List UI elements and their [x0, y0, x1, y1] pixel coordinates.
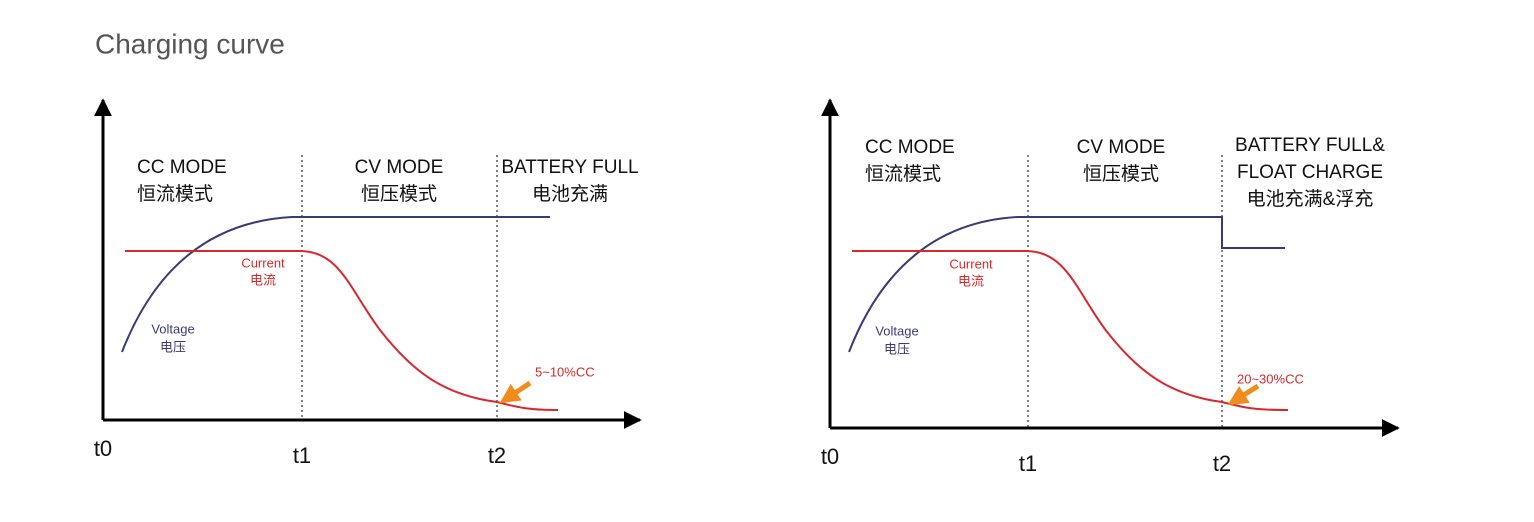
- annotation: 20~30%CC: [1237, 371, 1304, 386]
- current-curve: [125, 250, 559, 411]
- voltage-label: Voltage: [151, 321, 194, 336]
- page-title: Charging curve: [95, 28, 285, 59]
- mode-label: CC MODE: [137, 157, 227, 178]
- time-label: t0: [821, 444, 839, 469]
- time-label: t1: [1019, 451, 1037, 476]
- current-label: 电流: [958, 273, 984, 288]
- time-label: t2: [488, 443, 506, 468]
- voltage-label: Voltage: [875, 323, 918, 338]
- mode-label: 恒压模式: [1083, 163, 1159, 185]
- current-label: Current: [241, 255, 285, 270]
- current-curve: [852, 250, 1289, 411]
- mode-label: CC MODE: [865, 137, 955, 158]
- mode-label: 恒流模式: [865, 163, 941, 185]
- time-label: t2: [1213, 451, 1231, 476]
- current-label: Current: [949, 256, 993, 271]
- voltage-label: 电压: [160, 339, 186, 354]
- mode-label: 电池充满: [532, 183, 608, 205]
- mode-label: 电池充满&浮充: [1247, 188, 1374, 210]
- mode-label: 恒流模式: [137, 183, 213, 205]
- mode-label: CV MODE: [1077, 137, 1166, 158]
- mode-label: CV MODE: [355, 157, 444, 178]
- mode-label: 恒压模式: [361, 183, 437, 205]
- current-label: 电流: [250, 272, 276, 287]
- time-label: t1: [293, 443, 311, 468]
- mode-label: BATTERY FULL&: [1235, 135, 1385, 156]
- voltage-label: 电压: [884, 341, 910, 356]
- annotation-arrow: [1227, 383, 1260, 406]
- mode-label: FLOAT CHARGE: [1237, 162, 1383, 183]
- voltage-curve: [121, 216, 550, 353]
- time-label: t0: [94, 436, 112, 461]
- annotation-arrow: [499, 380, 532, 404]
- mode-label: BATTERY FULL: [501, 157, 638, 178]
- annotation: 5~10%CC: [535, 364, 595, 379]
- voltage-curve: [848, 216, 1285, 353]
